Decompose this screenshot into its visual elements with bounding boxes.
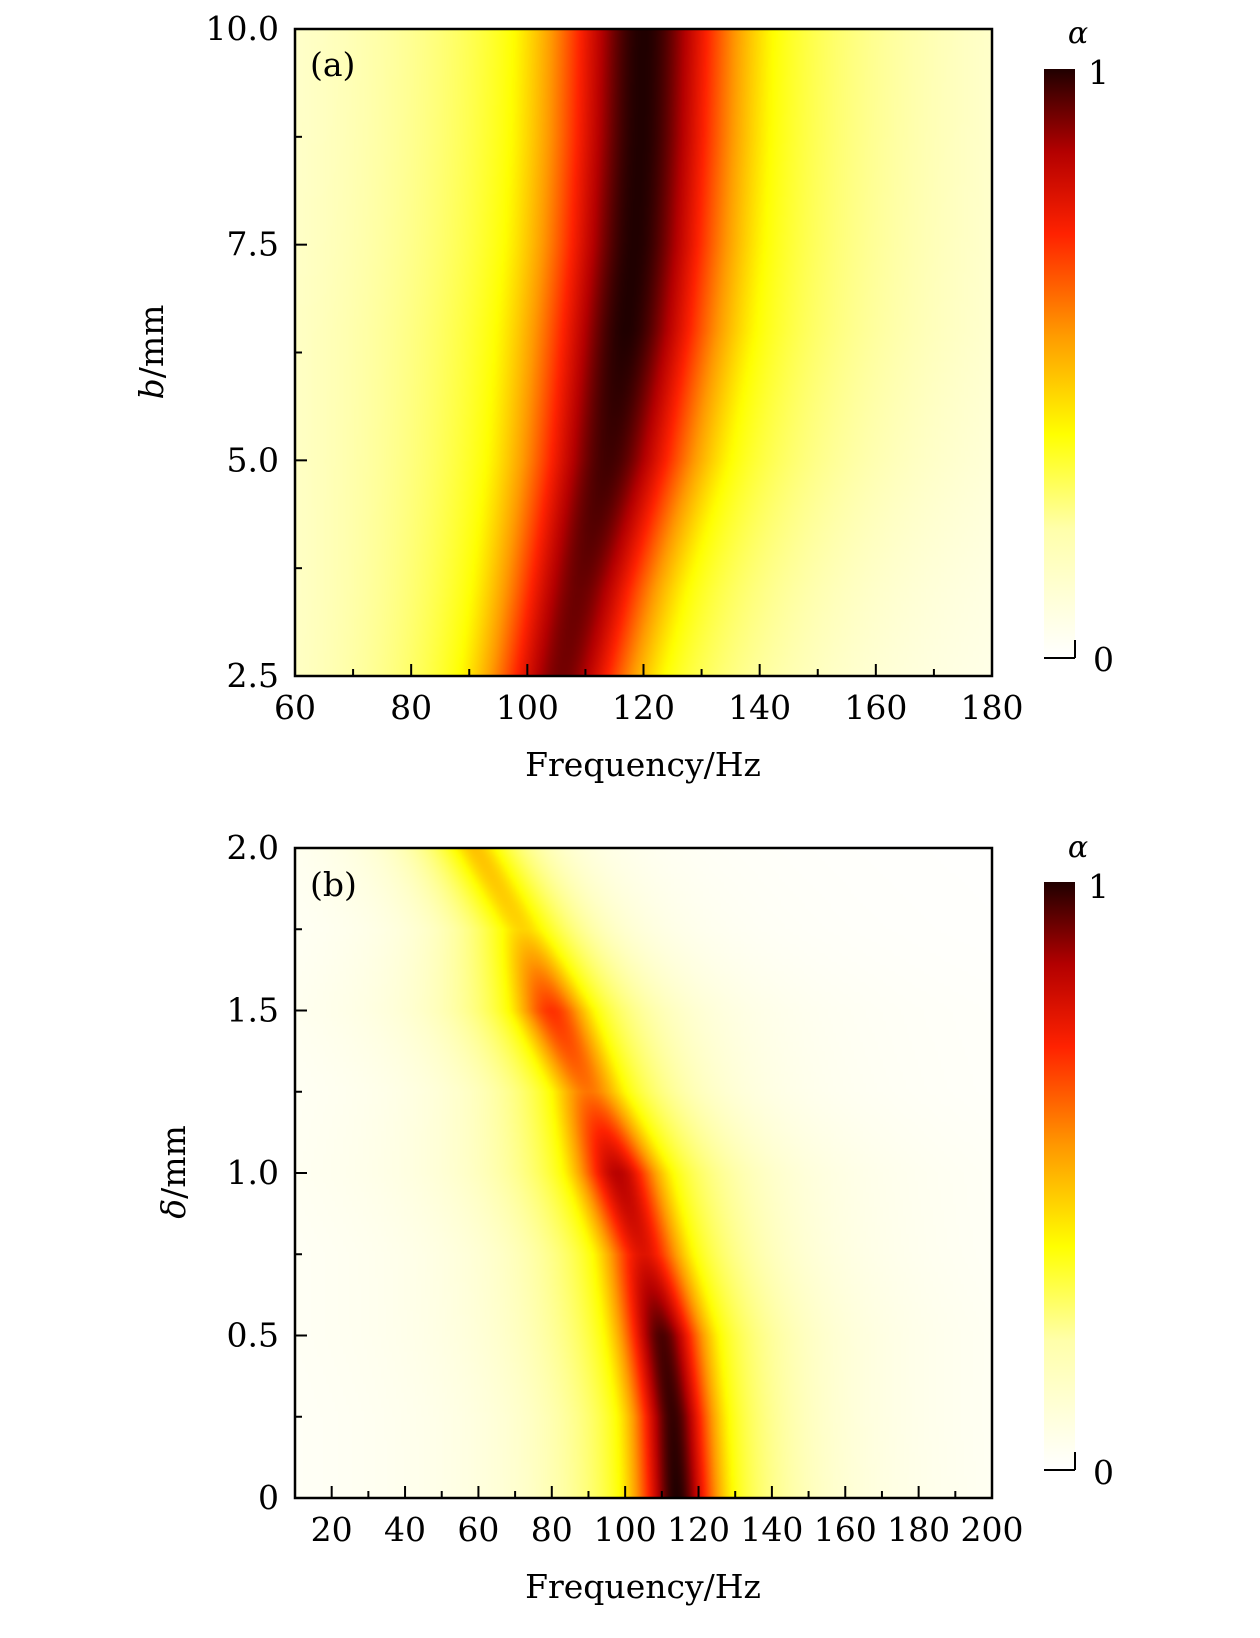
x-tick-label: 160 — [844, 688, 907, 727]
colorbar-max-label-a: 1 — [1088, 53, 1109, 92]
x-tick-label: 160 — [814, 1510, 877, 1549]
x-tick-label: 80 — [390, 688, 432, 727]
x-tick-label: 180 — [887, 1510, 950, 1549]
chart-panel-a: 60 80 100 120 140 160 180 2.5 5.0 7.5 10.0 (a) Fr… — [132, 9, 1114, 784]
colorbar-a: α 1 0 — [1044, 16, 1114, 679]
panel-label-b: (b) — [310, 865, 357, 904]
x-tick-label: 140 — [740, 1510, 803, 1549]
y-tick-label: 7.5 — [227, 225, 279, 264]
y-axis-unit-b: /mm — [154, 1125, 193, 1199]
x-tick-label: 60 — [274, 688, 316, 727]
colorbar-min-label-a: 0 — [1093, 640, 1114, 679]
y-tick-label: 0 — [258, 1478, 279, 1517]
y-tick-label: 1.0 — [227, 1153, 279, 1192]
heatmap-b — [295, 848, 992, 1498]
colorbar-gradient-a — [1044, 69, 1075, 658]
y-tick-label: 5.0 — [227, 440, 279, 479]
y-axis-a: 2.5 5.0 7.5 10.0 — [206, 9, 307, 695]
heatmap-a — [295, 29, 992, 676]
y-tick-label: 2.0 — [227, 828, 279, 867]
colorbar-min-label-b: 0 — [1093, 1453, 1114, 1492]
y-tick-label: 2.5 — [227, 656, 279, 695]
x-tick-label: 100 — [496, 688, 559, 727]
panel-label-a: (a) — [310, 45, 355, 84]
x-tick-label: 40 — [384, 1510, 426, 1549]
y-axis-symbol-b: δ — [154, 1199, 193, 1219]
colorbar-gradient-b — [1044, 882, 1075, 1470]
colorbar-title-b: α — [1068, 830, 1088, 865]
colorbar-b: α 1 0 — [1044, 830, 1114, 1492]
x-axis-title-a: Frequency/Hz — [525, 745, 761, 784]
chart-panel-b: 20 40 60 80 100 120 140 160 180 200 0 0.5 1.0 1.5 2.0… — [154, 828, 1114, 1606]
x-tick-label: 140 — [728, 688, 791, 727]
x-axis-b: 20 40 60 80 100 120 140 160 180 200 — [294, 1486, 1024, 1549]
y-tick-label: 1.5 — [227, 991, 279, 1030]
y-axis-title-a: b/mm — [132, 305, 171, 400]
colorbar-title-a: α — [1068, 16, 1088, 51]
y-tick-label: 0.5 — [227, 1316, 279, 1355]
y-axis-b: 0 0.5 1.0 1.5 2.0 — [227, 828, 307, 1517]
x-tick-label: 200 — [961, 1510, 1024, 1549]
x-tick-label: 100 — [594, 1510, 657, 1549]
x-tick-label: 120 — [612, 688, 675, 727]
y-axis-unit-a: /mm — [132, 305, 171, 379]
x-axis-a: 60 80 100 120 140 160 180 — [274, 664, 1024, 727]
x-tick-label: 60 — [457, 1510, 499, 1549]
y-axis-title-b: δ/mm — [154, 1125, 193, 1219]
x-tick-label: 80 — [531, 1510, 573, 1549]
x-tick-label: 120 — [667, 1510, 730, 1549]
colorbar-max-label-b: 1 — [1088, 867, 1109, 906]
y-tick-label: 10.0 — [206, 9, 279, 48]
x-tick-label: 180 — [961, 688, 1024, 727]
x-axis-title-b: Frequency/Hz — [525, 1567, 761, 1606]
x-tick-label: 20 — [311, 1510, 353, 1549]
y-axis-symbol-a: b — [132, 378, 171, 399]
